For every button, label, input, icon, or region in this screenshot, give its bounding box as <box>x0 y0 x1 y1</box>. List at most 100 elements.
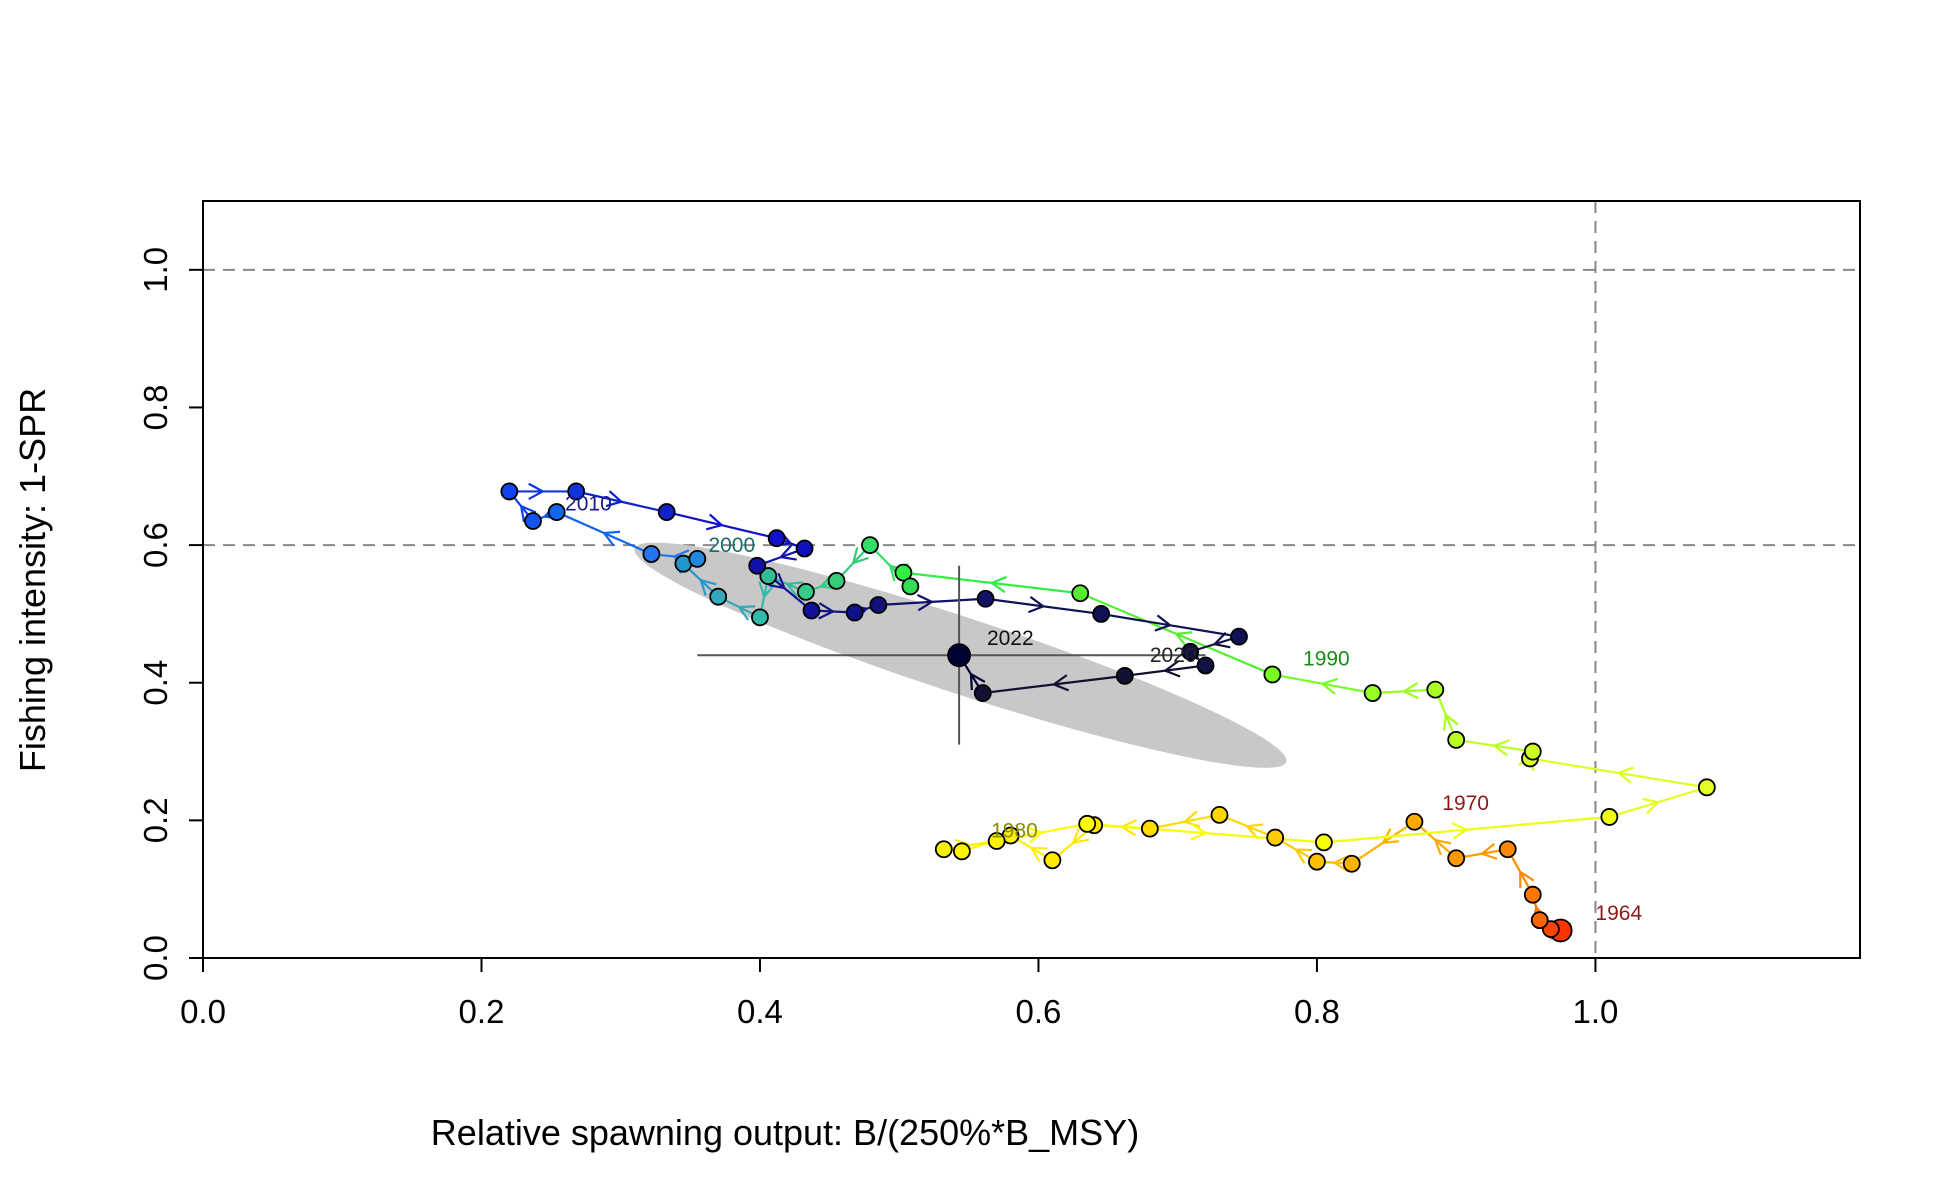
trajectory-arrowhead <box>1294 848 1313 864</box>
y-axis: 0.0 0.2 0.4 0.6 0.8 1.0 <box>137 247 204 981</box>
trajectory-arrowhead <box>699 578 717 596</box>
trajectory-point <box>1697 778 1716 797</box>
trajectory-point <box>1308 852 1326 871</box>
trajectory-point <box>1342 854 1361 873</box>
trajectory-point <box>861 536 879 554</box>
trajectory-point <box>1078 814 1097 833</box>
x-axis: 0.0 0.2 0.4 0.6 0.8 1.0 <box>180 957 1618 1030</box>
trajectory-arrowhead <box>1245 823 1264 840</box>
x-tick-label: 0.8 <box>1294 993 1340 1030</box>
year-label: 1990 <box>1303 648 1350 671</box>
trajectory-point <box>1196 656 1215 675</box>
trajectory-point <box>845 603 864 622</box>
trajectory-point <box>1405 812 1424 831</box>
trajectory-arrowhead <box>519 504 537 523</box>
trajectory-arrowhead <box>1519 869 1535 888</box>
trajectory-point <box>869 596 888 614</box>
year-label: 1980 <box>991 820 1038 843</box>
trajectory-point <box>894 563 913 582</box>
trajectory-point <box>1210 805 1229 824</box>
trajectory-point <box>1447 730 1466 749</box>
trajectory-arrowhead <box>1162 660 1181 678</box>
trajectory-point <box>947 643 971 668</box>
trajectory-arrowhead <box>605 490 624 508</box>
trajectory-point <box>748 556 767 575</box>
trajectory-arrowhead <box>1051 674 1070 692</box>
trajectory-arrowhead <box>528 482 546 501</box>
trajectory-point <box>1315 833 1333 852</box>
trajectory-point <box>1266 828 1285 847</box>
y-axis-title: Fishing intensity: 1-SPR <box>12 388 53 772</box>
trajectory-arrowhead <box>1401 681 1419 700</box>
trajectory-point <box>524 512 542 530</box>
trajectory-point <box>1498 840 1517 859</box>
trajectory-point <box>567 482 586 501</box>
trajectory-point <box>1447 849 1466 868</box>
trajectory-arrowhead <box>758 581 776 599</box>
x-tick-label: 0.0 <box>180 993 226 1030</box>
trajectory-arrowhead <box>917 594 935 612</box>
trajectory-point <box>1426 680 1445 699</box>
trajectory-point <box>802 601 821 620</box>
y-tick-label: 0.0 <box>137 935 174 981</box>
reference-lines <box>203 201 1860 958</box>
trajectory-point <box>976 589 995 608</box>
trajectory-point <box>901 577 920 596</box>
trajectory-point <box>547 503 566 521</box>
trajectory-arrowhead <box>705 513 724 531</box>
year-label: 1964 <box>1595 902 1642 925</box>
plot-frame <box>202 200 1861 959</box>
trajectory-points-layer <box>500 482 1716 943</box>
year-label: 2020 <box>1150 644 1197 667</box>
trajectory-point <box>1181 642 1200 661</box>
trajectory-arrowhead <box>1642 797 1661 815</box>
trajectory-point <box>827 571 846 590</box>
trajectory-arrowhead <box>1190 823 1208 841</box>
trajectory-arrowhead <box>818 602 836 620</box>
trajectory-point <box>973 684 992 702</box>
trajectory-point <box>1115 666 1134 685</box>
year-label: 1970 <box>1442 792 1489 815</box>
trajectory-point <box>751 608 769 627</box>
trajectory-arrowhead <box>1616 766 1634 784</box>
trajectory-arrowhead <box>1332 854 1350 873</box>
trajectory-point <box>1230 627 1248 646</box>
x-tick-label: 0.2 <box>459 993 505 1030</box>
trajectory-point <box>767 529 786 548</box>
trajectory-point <box>657 503 676 521</box>
x-tick-label: 0.4 <box>737 993 783 1030</box>
trajectory-arrowhead <box>1433 838 1452 856</box>
trajectory-point <box>500 482 519 501</box>
trajectory-point <box>1523 742 1542 761</box>
trajectory-arrowhead <box>778 544 797 561</box>
trajectory-arrowhead <box>1320 677 1339 695</box>
y-tick-label: 0.4 <box>137 660 174 706</box>
x-tick-label: 1.0 <box>1572 993 1618 1030</box>
trajectory-arrowhead <box>1451 822 1469 840</box>
trajectory-point <box>1140 819 1159 838</box>
trajectory-point <box>1092 605 1111 623</box>
trajectory-point <box>987 832 1006 850</box>
year-label: 2000 <box>708 534 755 557</box>
trajectory-arrowhead <box>1492 739 1510 757</box>
trajectory-arrowhead <box>1479 842 1498 860</box>
trajectory-point <box>1263 665 1282 684</box>
trajectory-point <box>759 567 778 585</box>
y-tick-label: 0.6 <box>137 522 174 568</box>
trajectory-point <box>1523 885 1542 904</box>
trajectory-point <box>1530 911 1549 930</box>
trajectory-arrowhead <box>1071 827 1090 845</box>
year-labels-layer: 1964 1970 1980 1990 2000 2010 2020 2022 <box>565 493 1642 925</box>
trajectory-arrowhead <box>851 547 869 565</box>
trajectory-arrowhead <box>1174 631 1193 648</box>
x-tick-label: 0.6 <box>1016 993 1062 1030</box>
trajectory-arrowhead <box>989 575 1008 594</box>
trajectory-point <box>797 582 815 601</box>
trajectory-arrowhead <box>768 572 787 590</box>
x-axis-title: Relative spawning output: B/(250%*B_MSY) <box>431 1112 1139 1153</box>
trajectory-arrowhead <box>1029 846 1048 863</box>
trajectory-point <box>1363 684 1382 702</box>
trajectory-arrowhead <box>785 581 804 598</box>
trajectory-point <box>1600 808 1619 826</box>
